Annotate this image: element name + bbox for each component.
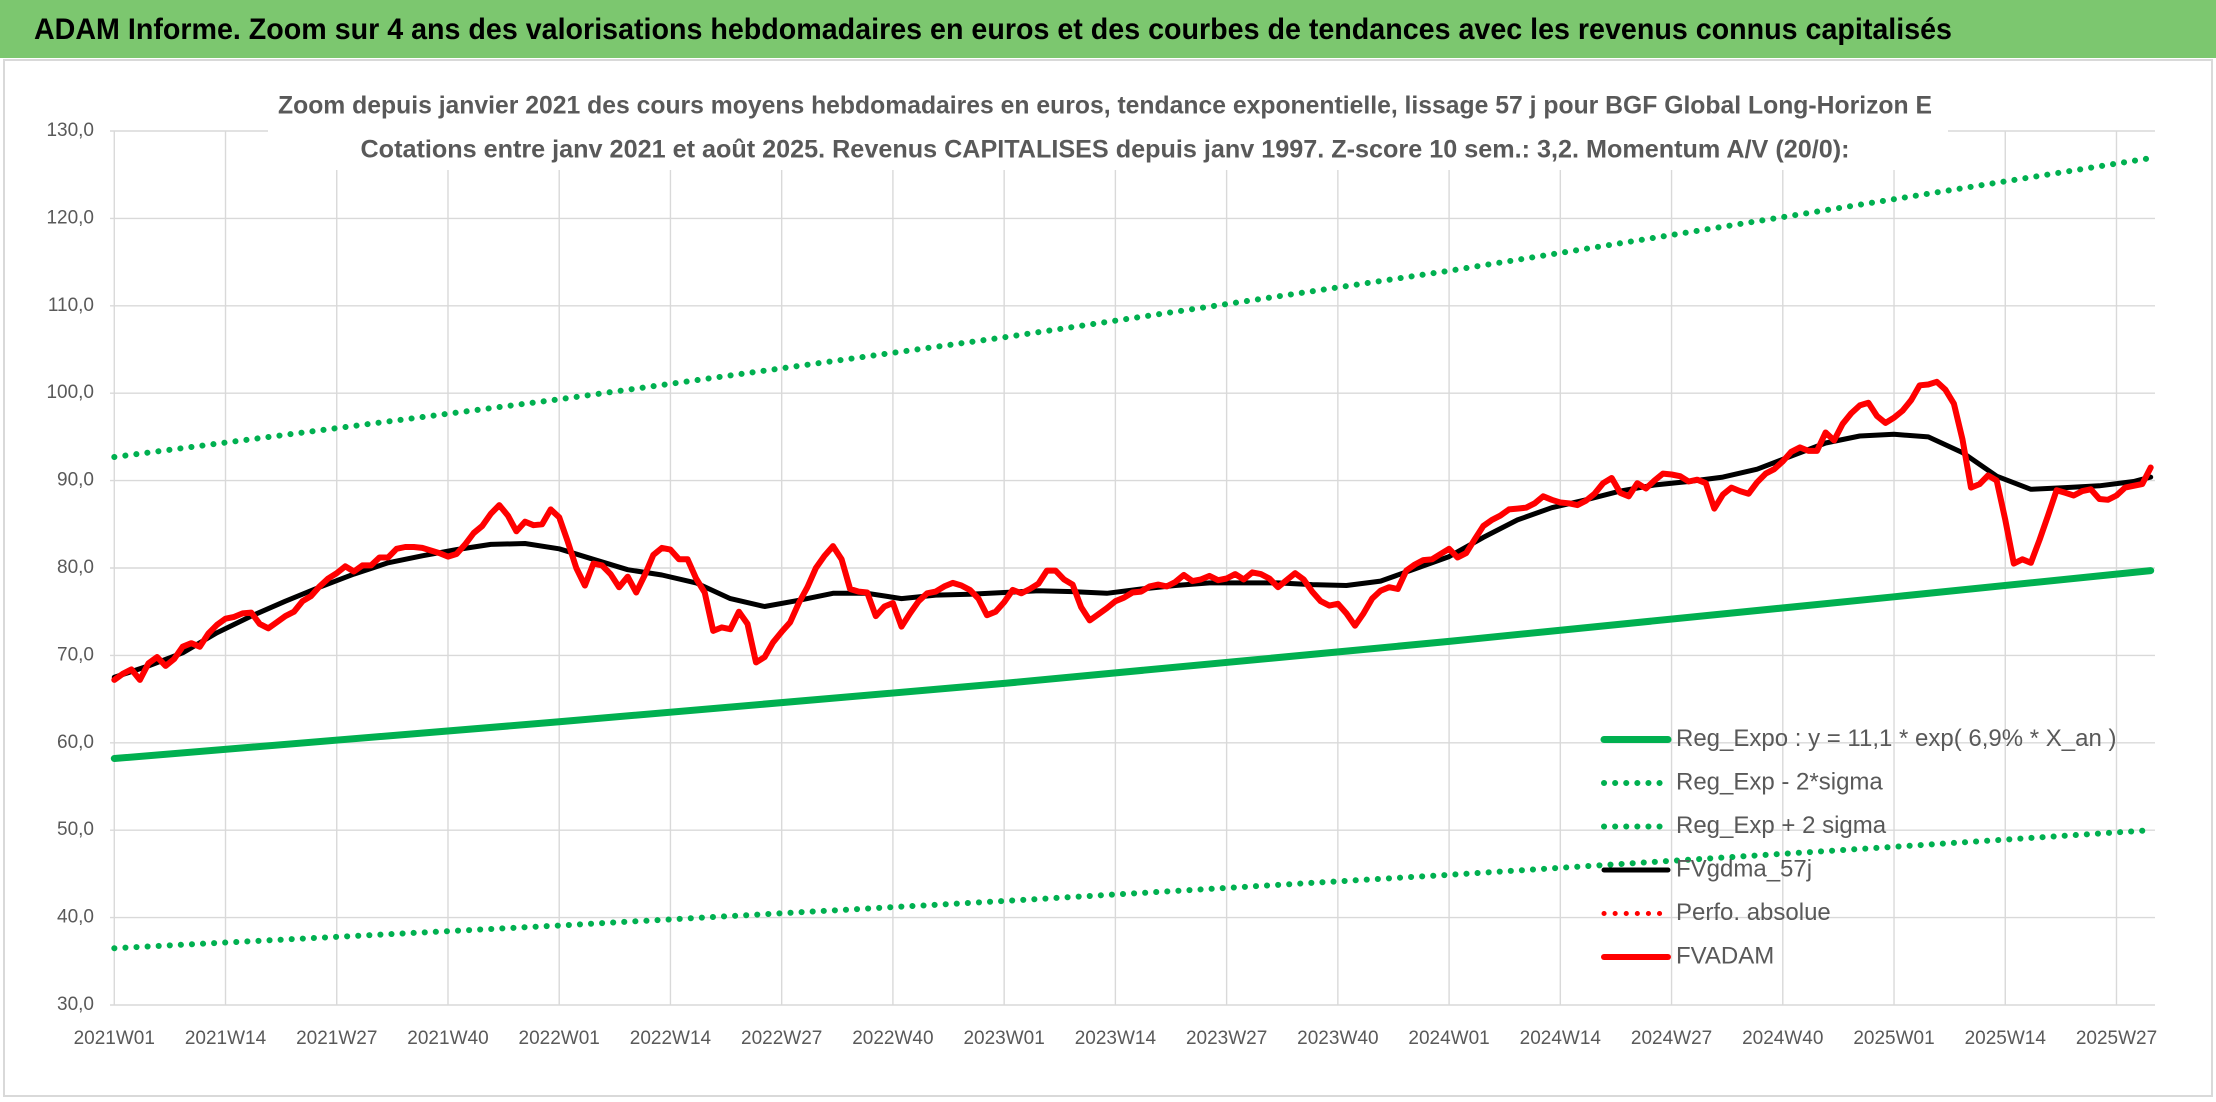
legend-label: Reg_Exp + 2 sigma: [1676, 812, 1887, 839]
series-line: [111, 378, 2154, 683]
x-tick-label: 2022W14: [630, 1028, 712, 1049]
x-tick-label: 2025W27: [2076, 1028, 2157, 1049]
x-tick-label: 2024W14: [1520, 1028, 1602, 1049]
y-tick-label: 60,0: [57, 732, 94, 753]
title-background: [268, 86, 1948, 170]
x-tick-label: 2021W01: [74, 1028, 155, 1049]
x-tick-label: 2024W01: [1408, 1028, 1489, 1049]
grid: 30,0 40,0 50,0 60,0 70,0 80,0 90,0 100,0 110,0 12…: [46, 120, 2157, 1049]
x-tick-label: 2021W40: [407, 1028, 488, 1049]
y-tick-label: 70,0: [57, 644, 94, 665]
x-tick-label: 2021W14: [185, 1028, 267, 1049]
legend-label: Perfo. absolue: [1676, 899, 1831, 926]
x-tick-label: 2022W27: [741, 1028, 822, 1049]
y-tick-label: 80,0: [57, 557, 94, 578]
x-tick-label: 2025W01: [1853, 1028, 1934, 1049]
x-tick-label: 2022W40: [852, 1028, 933, 1049]
lines: [110, 155, 2155, 952]
x-tick-label: 2024W27: [1631, 1028, 1712, 1049]
y-tick-label: 90,0: [57, 470, 94, 491]
y-tick-label: 100,0: [46, 382, 94, 403]
header-title: ADAM Informe. Zoom sur 4 ans des valoris…: [34, 13, 1952, 46]
header-bar: [0, 0, 2216, 58]
legend-label: FVgdma_57j: [1676, 855, 1812, 882]
series-line: [111, 155, 2154, 460]
x-tick-label: 2021W27: [296, 1028, 377, 1049]
chart-subtitle: Cotations entre janv 2021 et août 2025. …: [361, 136, 1850, 164]
x-tick-label: 2023W01: [963, 1028, 1044, 1049]
legend-label: FVADAM: [1676, 942, 1774, 969]
series-line: [110, 567, 2155, 762]
y-tick-label: 50,0: [57, 819, 94, 840]
x-tick-label: 2023W40: [1297, 1028, 1378, 1049]
y-tick-label: 40,0: [57, 907, 94, 928]
legend: Reg_Expo : y = 11,1 * exp( 6,9% * X_an )…: [1600, 725, 2116, 969]
y-tick-label: 110,0: [48, 295, 94, 316]
chart-title: Zoom depuis janvier 2021 des cours moyen…: [278, 92, 1932, 120]
x-tick-label: 2023W27: [1186, 1028, 1267, 1049]
x-tick-label: 2023W14: [1075, 1028, 1157, 1049]
y-tick-label: 30,0: [57, 994, 94, 1015]
legend-label: Reg_Exp - 2*sigma: [1676, 768, 1883, 795]
legend-label: Reg_Expo : y = 11,1 * exp( 6,9% * X_an ): [1676, 725, 2116, 752]
x-tick-label: 2022W01: [519, 1028, 600, 1049]
y-tick-label: 130,0: [46, 120, 94, 141]
x-tick-label: 2025W14: [1965, 1028, 2047, 1049]
chart-frame: [3, 59, 2213, 1097]
y-tick-label: 120,0: [46, 207, 94, 228]
x-tick-label: 2024W40: [1742, 1028, 1823, 1049]
